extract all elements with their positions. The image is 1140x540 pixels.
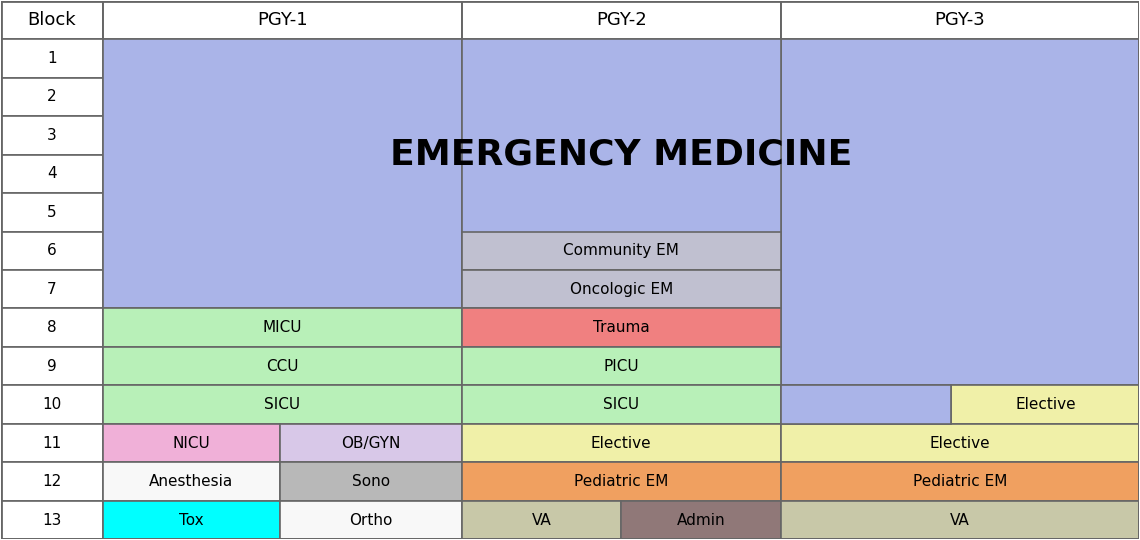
- Bar: [621, 501, 781, 539]
- Text: CCU: CCU: [267, 359, 299, 374]
- Bar: [462, 424, 781, 462]
- Bar: [462, 270, 781, 308]
- Bar: [952, 386, 1139, 424]
- Bar: [462, 501, 621, 539]
- Text: Anesthesia: Anesthesia: [149, 474, 234, 489]
- Bar: [1, 424, 103, 462]
- Bar: [462, 1, 781, 39]
- Text: VA: VA: [531, 512, 552, 528]
- Bar: [462, 39, 781, 308]
- Text: NICU: NICU: [172, 436, 210, 450]
- Text: 5: 5: [47, 205, 57, 220]
- Bar: [1, 116, 103, 154]
- Text: Block: Block: [27, 11, 76, 29]
- Bar: [781, 1, 1139, 39]
- Bar: [1, 386, 103, 424]
- Text: 11: 11: [42, 436, 62, 450]
- Bar: [103, 386, 462, 424]
- Text: Admin: Admin: [677, 512, 725, 528]
- Text: VA: VA: [950, 512, 970, 528]
- Text: Tox: Tox: [179, 512, 204, 528]
- Bar: [781, 424, 1139, 462]
- Bar: [279, 462, 462, 501]
- Bar: [1, 462, 103, 501]
- Text: SICU: SICU: [264, 397, 301, 412]
- Bar: [462, 232, 781, 270]
- Bar: [103, 1, 462, 39]
- Bar: [1, 39, 103, 78]
- Bar: [1, 270, 103, 308]
- Text: PGY-2: PGY-2: [596, 11, 646, 29]
- Bar: [103, 462, 279, 501]
- Text: MICU: MICU: [262, 320, 302, 335]
- Text: 10: 10: [42, 397, 62, 412]
- Text: OB/GYN: OB/GYN: [341, 436, 400, 450]
- Text: Trauma: Trauma: [593, 320, 650, 335]
- Text: 2: 2: [47, 90, 57, 104]
- Bar: [1, 154, 103, 193]
- Bar: [462, 347, 781, 386]
- Bar: [103, 39, 462, 308]
- Bar: [781, 501, 1139, 539]
- Bar: [462, 386, 781, 424]
- Text: PGY-1: PGY-1: [258, 11, 308, 29]
- Bar: [462, 462, 781, 501]
- Bar: [103, 501, 279, 539]
- Text: 1: 1: [47, 51, 57, 66]
- Text: Elective: Elective: [1015, 397, 1076, 412]
- Text: Elective: Elective: [591, 436, 652, 450]
- Bar: [103, 424, 279, 462]
- Text: 7: 7: [47, 282, 57, 297]
- Text: 9: 9: [47, 359, 57, 374]
- Bar: [1, 1, 103, 39]
- Bar: [781, 462, 1139, 501]
- Bar: [462, 308, 781, 347]
- Bar: [781, 386, 952, 424]
- Text: 6: 6: [47, 243, 57, 258]
- Text: 12: 12: [42, 474, 62, 489]
- Bar: [1, 501, 103, 539]
- Text: Elective: Elective: [929, 436, 991, 450]
- Text: SICU: SICU: [603, 397, 640, 412]
- Text: EMERGENCY MEDICINE: EMERGENCY MEDICINE: [390, 138, 853, 172]
- Text: PGY-3: PGY-3: [935, 11, 985, 29]
- Text: 4: 4: [47, 166, 57, 181]
- Bar: [279, 501, 462, 539]
- Text: 13: 13: [42, 512, 62, 528]
- Bar: [1, 232, 103, 270]
- Bar: [1, 193, 103, 232]
- Bar: [1, 308, 103, 347]
- Text: PICU: PICU: [603, 359, 640, 374]
- Text: Ortho: Ortho: [349, 512, 392, 528]
- Text: Pediatric EM: Pediatric EM: [575, 474, 668, 489]
- Bar: [781, 39, 1139, 386]
- Text: 8: 8: [47, 320, 57, 335]
- Bar: [279, 424, 462, 462]
- Bar: [103, 308, 462, 347]
- Text: Pediatric EM: Pediatric EM: [913, 474, 1007, 489]
- Bar: [1, 347, 103, 386]
- Bar: [1, 78, 103, 116]
- Text: Sono: Sono: [351, 474, 390, 489]
- Text: Oncologic EM: Oncologic EM: [570, 282, 673, 297]
- Text: 3: 3: [47, 128, 57, 143]
- Bar: [103, 347, 462, 386]
- Text: Community EM: Community EM: [563, 243, 679, 258]
